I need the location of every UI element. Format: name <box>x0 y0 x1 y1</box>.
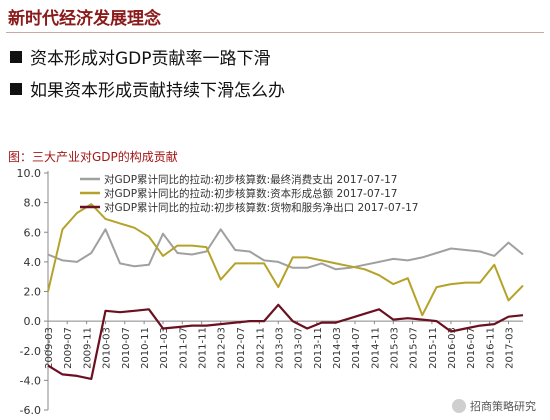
header-divider <box>6 32 544 33</box>
x-tick-label: 2016-03 <box>447 327 458 369</box>
legend-label-3: 对GDP累计同比的拉动:初步核算数:货物和服务净出口 2017-07-17 <box>104 201 419 214</box>
y-tick-label: -2.0 <box>20 345 41 358</box>
x-tick-label: 2012-07 <box>236 327 247 369</box>
x-tick-label: 2014-03 <box>332 327 343 369</box>
x-tick-label: 2015-07 <box>409 327 420 369</box>
bullet-text-2: 如果资本形成贡献持续下滑怎么办 <box>30 81 285 101</box>
wechat-logo-icon <box>452 399 466 413</box>
x-tick-label: 2011-07 <box>178 327 189 369</box>
x-tick-label: 2016-07 <box>466 327 477 369</box>
x-tick-label: 2015-03 <box>389 327 400 369</box>
x-tick-label: 2013-03 <box>274 327 285 369</box>
x-tick-label: 2016-11 <box>486 327 497 369</box>
y-tick-label: 6.0 <box>24 226 42 239</box>
x-tick-label: 2010-07 <box>121 327 132 369</box>
x-tick-label: 2015-11 <box>428 327 439 369</box>
square-bullet-icon <box>10 51 22 63</box>
x-tick-label: 2017-03 <box>505 327 516 369</box>
y-tick-label: -4.0 <box>20 374 41 387</box>
x-tick-label: 2009-07 <box>63 327 74 369</box>
y-tick-label: 0.0 <box>24 315 42 328</box>
bullet-item-1: 资本形成对GDP贡献率一路下滑 <box>10 44 271 69</box>
x-tick-label: 2014-11 <box>370 327 381 369</box>
chart-caption: 图：三大产业对GDP的构成贡献 <box>8 150 178 164</box>
y-tick-label: 10.0 <box>17 167 42 180</box>
series-line-2 <box>47 203 524 317</box>
bullet-text-1: 资本形成对GDP贡献率一路下滑 <box>30 49 271 69</box>
x-tick-label: 2011-03 <box>159 327 170 369</box>
x-tick-label: 2009-11 <box>83 327 94 369</box>
watermark: 招商策略研究 <box>452 398 536 414</box>
x-tick-label: 2013-07 <box>293 327 304 369</box>
y-tick-label: 4.0 <box>24 256 42 269</box>
series-line-3 <box>47 303 524 380</box>
y-tick-label: 2.0 <box>24 286 42 299</box>
x-tick-label: 2013-11 <box>313 327 324 369</box>
x-tick-label: 2009-03 <box>44 327 55 369</box>
y-tick-label: 8.0 <box>24 197 42 210</box>
legend-label-2: 对GDP累计同比的拉动:初步核算数:资本形成总额 2017-07-17 <box>104 187 398 200</box>
legend-label-1: 对GDP累计同比的拉动:初步核算数:最终消费支出 2017-07-17 <box>104 173 398 186</box>
watermark-text: 招商策略研究 <box>470 400 536 413</box>
x-tick-label: 2012-03 <box>217 327 228 369</box>
x-tick-label: 2014-07 <box>351 327 362 369</box>
slide-title: 新时代经济发展理念 <box>8 9 161 29</box>
x-tick-label: 2011-11 <box>198 327 209 369</box>
y-tick-label: -6.0 <box>20 404 41 417</box>
bullet-item-2: 如果资本形成贡献持续下滑怎么办 <box>10 76 285 101</box>
series-line-1 <box>47 228 524 271</box>
x-tick-label: 2010-03 <box>102 327 113 369</box>
x-tick-label: 2012-11 <box>255 327 266 369</box>
square-bullet-icon <box>10 83 22 95</box>
x-tick-label: 2010-11 <box>140 327 151 369</box>
slide-header: 新时代经济发展理念 <box>0 0 550 33</box>
